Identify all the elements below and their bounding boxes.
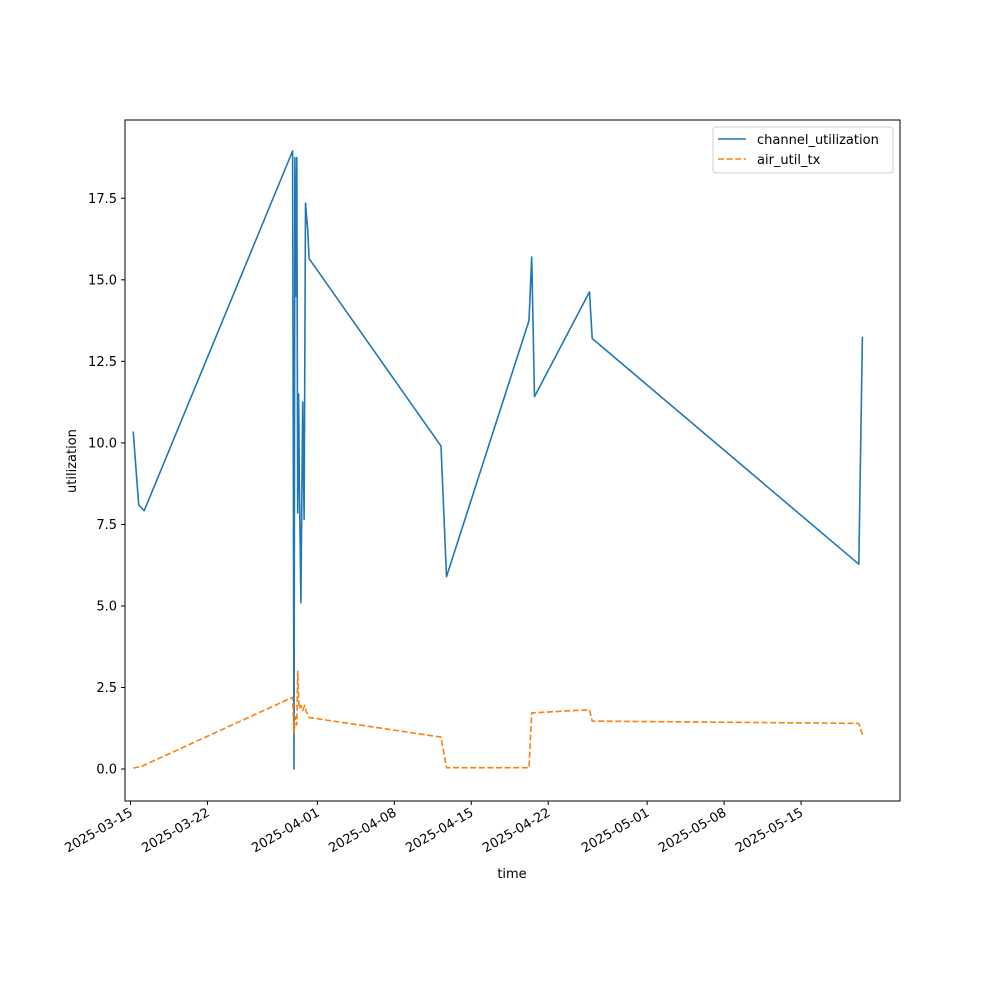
- legend-label-channel-utilization: channel_utilization: [757, 133, 879, 148]
- y-tick-label: 15.0: [88, 273, 117, 288]
- legend-box: [712, 126, 894, 174]
- plot-frame: [124, 119, 901, 802]
- y-tick-label: 2.5: [96, 681, 117, 696]
- y-tick-label: 17.5: [88, 192, 117, 207]
- y-tick-label: 10.0: [88, 436, 117, 451]
- series-line-air-util-tx: [133, 670, 864, 769]
- y-tick-label: 12.5: [88, 355, 117, 370]
- y-tick-label: 7.5: [96, 518, 117, 533]
- y-tick-label: 0.0: [96, 763, 117, 778]
- series-line-channel-utilization: [132, 150, 864, 770]
- y-tick-label: 5.0: [96, 599, 117, 614]
- legend: channel_utilization air_util_tx: [712, 126, 894, 174]
- x-axis-label: time: [497, 867, 526, 882]
- legend-label-air-util-tx: air_util_tx: [757, 153, 821, 168]
- y-axis-ticks: 0.0 2.5 5.0 7.5 10.0 12.5 15.0 17.5: [88, 192, 125, 778]
- plot-series: [132, 150, 864, 770]
- y-axis-label: utilization: [65, 429, 80, 493]
